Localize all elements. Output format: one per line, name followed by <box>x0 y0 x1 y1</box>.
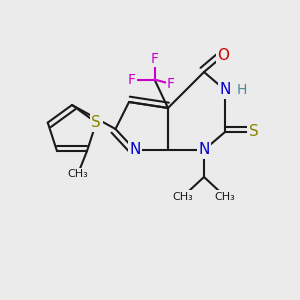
Text: F: F <box>151 52 158 65</box>
Text: H: H <box>236 83 247 97</box>
Text: N: N <box>198 142 210 158</box>
Text: CH₃: CH₃ <box>172 191 194 202</box>
Text: F: F <box>167 77 175 91</box>
Text: S: S <box>92 115 101 130</box>
Text: CH₃: CH₃ <box>214 191 236 202</box>
Text: N: N <box>219 82 231 98</box>
Text: O: O <box>218 48 230 63</box>
Text: N: N <box>129 142 141 158</box>
Text: S: S <box>249 124 258 140</box>
Text: CH₃: CH₃ <box>68 169 88 178</box>
Text: F: F <box>128 73 136 86</box>
